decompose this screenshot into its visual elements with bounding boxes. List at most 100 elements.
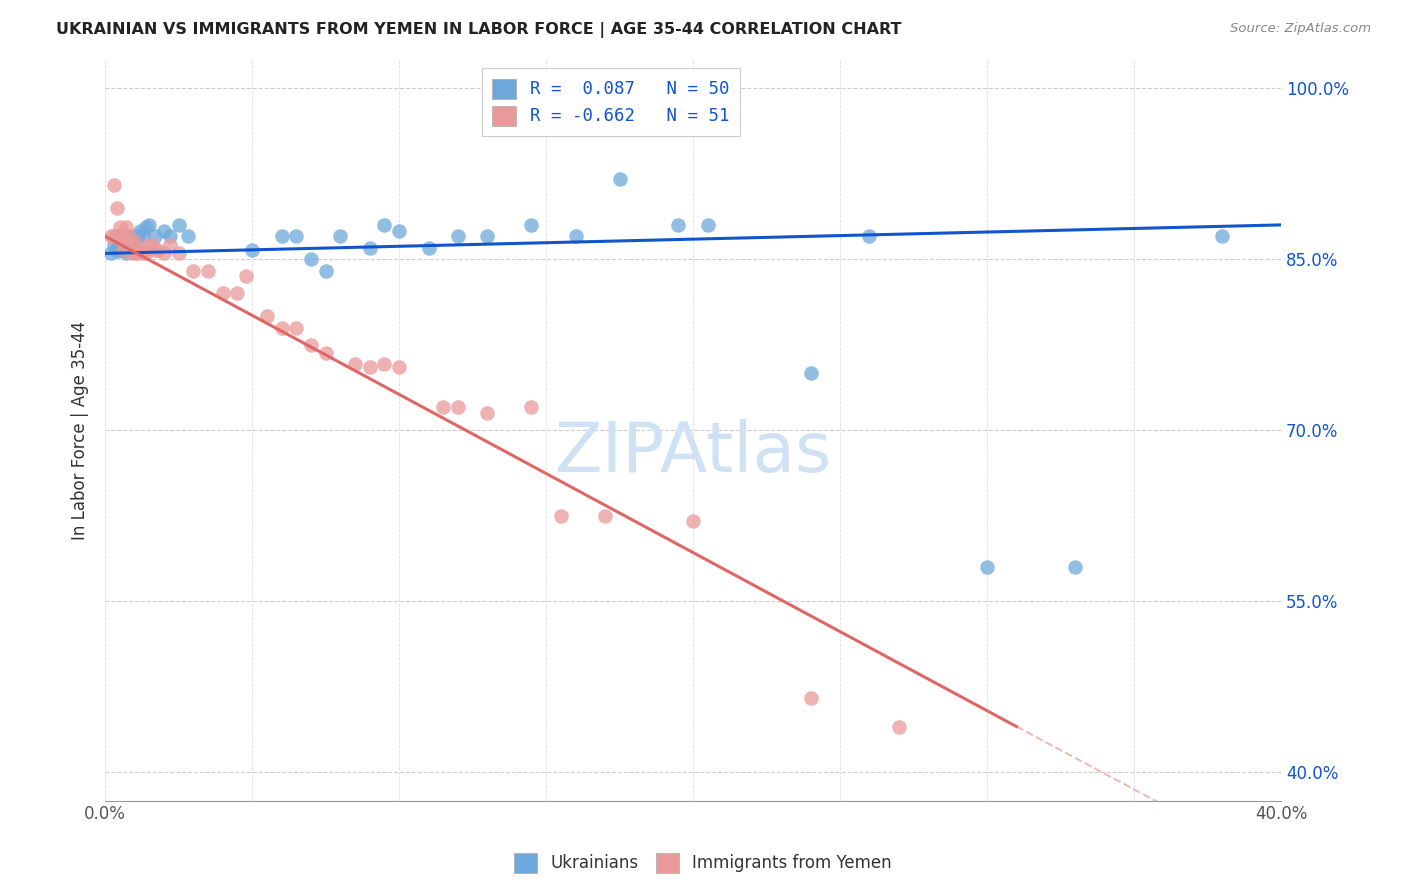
Point xyxy=(183,263,205,277)
Point xyxy=(373,357,395,371)
Point xyxy=(373,218,395,232)
Point xyxy=(520,218,543,232)
Point xyxy=(114,235,136,249)
Point xyxy=(121,241,143,255)
Point xyxy=(167,246,190,260)
Point xyxy=(682,514,704,528)
Point xyxy=(138,238,160,252)
Point xyxy=(108,243,131,257)
Point xyxy=(108,231,131,245)
Point xyxy=(138,218,160,232)
Point xyxy=(127,246,149,260)
Point xyxy=(105,201,128,215)
Point xyxy=(135,246,157,260)
Point xyxy=(1064,560,1087,574)
Point xyxy=(114,220,136,235)
Point xyxy=(270,320,292,334)
Point xyxy=(666,218,689,232)
Legend: R =  0.087   N = 50, R = -0.662   N = 51: R = 0.087 N = 50, R = -0.662 N = 51 xyxy=(481,69,740,136)
Point xyxy=(121,238,143,252)
Point xyxy=(108,238,131,252)
Text: UKRAINIAN VS IMMIGRANTS FROM YEMEN IN LABOR FORCE | AGE 35-44 CORRELATION CHART: UKRAINIAN VS IMMIGRANTS FROM YEMEN IN LA… xyxy=(56,22,901,38)
Point xyxy=(118,235,141,249)
Point xyxy=(329,229,352,244)
Point xyxy=(118,238,141,252)
Point xyxy=(153,246,176,260)
Point xyxy=(315,345,337,359)
Point xyxy=(124,235,146,249)
Point xyxy=(800,366,823,380)
Point xyxy=(344,357,367,371)
Point xyxy=(111,229,134,244)
Point xyxy=(143,229,166,244)
Point xyxy=(132,246,155,260)
Point xyxy=(520,401,543,415)
Point xyxy=(121,246,143,260)
Point xyxy=(609,172,631,186)
Point xyxy=(447,229,470,244)
Point xyxy=(447,401,470,415)
Point xyxy=(141,238,163,252)
Point xyxy=(103,229,125,244)
Point xyxy=(418,241,440,255)
Point xyxy=(124,246,146,260)
Point xyxy=(1211,229,1233,244)
Point xyxy=(124,238,146,252)
Point xyxy=(256,309,278,323)
Point xyxy=(564,229,586,244)
Point xyxy=(114,229,136,244)
Point xyxy=(235,269,257,284)
Legend: Ukrainians, Immigrants from Yemen: Ukrainians, Immigrants from Yemen xyxy=(508,847,898,880)
Point xyxy=(696,218,718,232)
Point xyxy=(176,229,198,244)
Point xyxy=(285,320,308,334)
Point xyxy=(103,178,125,192)
Point xyxy=(800,691,823,706)
Point xyxy=(240,243,263,257)
Text: ZIPAtlas: ZIPAtlas xyxy=(554,419,832,486)
Point xyxy=(388,360,411,375)
Point xyxy=(359,360,381,375)
Point xyxy=(111,237,134,252)
Point xyxy=(477,406,499,420)
Point xyxy=(159,229,181,244)
Point xyxy=(211,286,233,301)
Point xyxy=(103,238,125,252)
Point xyxy=(146,243,169,257)
Point xyxy=(477,229,499,244)
Point xyxy=(159,238,181,252)
Point xyxy=(129,243,152,257)
Point xyxy=(197,263,219,277)
Point xyxy=(118,229,141,244)
Point xyxy=(135,220,157,235)
Point xyxy=(114,246,136,260)
Point xyxy=(111,243,134,257)
Point xyxy=(299,252,322,266)
Point xyxy=(285,229,308,244)
Point xyxy=(432,401,454,415)
Point xyxy=(127,229,149,244)
Point xyxy=(887,719,910,733)
Point xyxy=(550,508,572,523)
Point xyxy=(132,229,155,244)
Point xyxy=(143,243,166,257)
Point xyxy=(118,243,141,257)
Point xyxy=(299,337,322,351)
Text: Source: ZipAtlas.com: Source: ZipAtlas.com xyxy=(1230,22,1371,36)
Point xyxy=(270,229,292,244)
Point xyxy=(111,243,134,257)
Point xyxy=(593,508,616,523)
Point xyxy=(100,246,122,260)
Point xyxy=(167,218,190,232)
Point xyxy=(359,241,381,255)
Point xyxy=(388,224,411,238)
Point xyxy=(111,231,134,245)
Point xyxy=(124,229,146,244)
Point xyxy=(976,560,998,574)
Point xyxy=(105,235,128,249)
Point xyxy=(105,229,128,244)
Point xyxy=(100,229,122,244)
Point xyxy=(108,220,131,235)
Point xyxy=(105,244,128,259)
Point xyxy=(153,224,176,238)
